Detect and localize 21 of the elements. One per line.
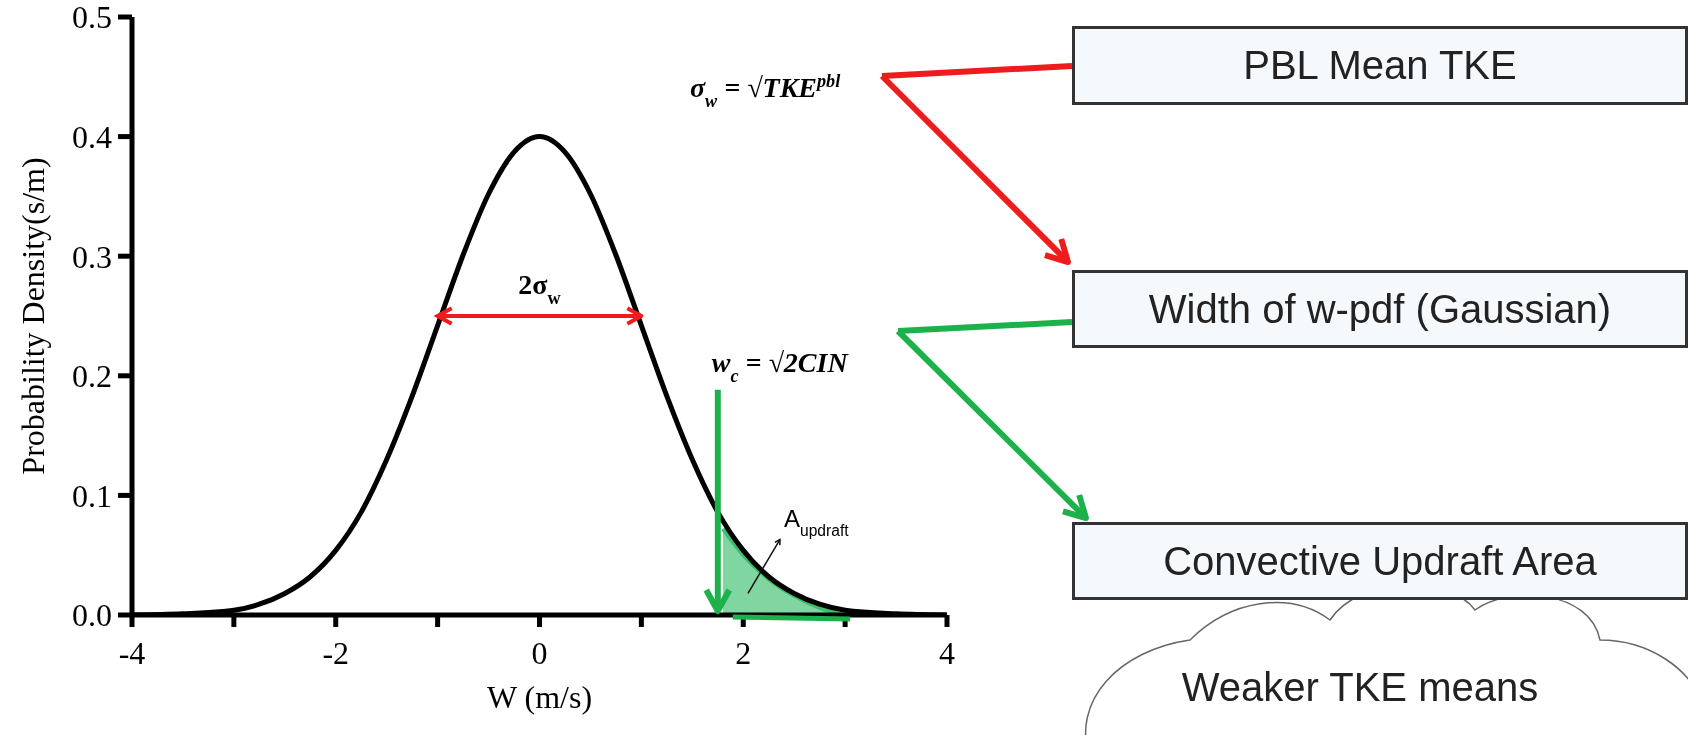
y-tick-label: 0.4 — [72, 118, 112, 155]
y-tick-label: 0.1 — [72, 477, 112, 514]
x-tick-label: -4 — [118, 634, 146, 671]
y-tick-label: 0.0 — [72, 597, 112, 634]
y-tick-label: 0.5 — [72, 0, 112, 36]
text: Width of w-pdf (Gaussian) — [1148, 286, 1612, 332]
x-tick-label: 2 — [735, 634, 752, 671]
annotation: σ$_{w}$ = √TKE$^{pbl}$ — [690, 71, 842, 111]
x-axis-title: W (m/s) — [486, 679, 593, 715]
text: Convective Updraft Area — [1163, 538, 1597, 584]
x-tick-label: -2 — [322, 634, 350, 671]
text: Weaker TKE means — [1180, 665, 1540, 710]
y-axis-title: Probability Density(s/m) — [15, 157, 51, 475]
annotation: 2σ$_{w}$ — [518, 269, 562, 308]
x-tick-label: 0 — [531, 634, 548, 671]
annotation: w$_{c}$ = √2CIN — [711, 346, 850, 386]
x-tick-label: 4 — [939, 634, 955, 671]
y-tick-label: 0.3 — [72, 238, 112, 275]
annotation: A$_{updraft}$ — [784, 505, 850, 539]
y-tick-label: 0.2 — [72, 358, 112, 395]
text: PBL Mean TKE — [1243, 43, 1517, 88]
